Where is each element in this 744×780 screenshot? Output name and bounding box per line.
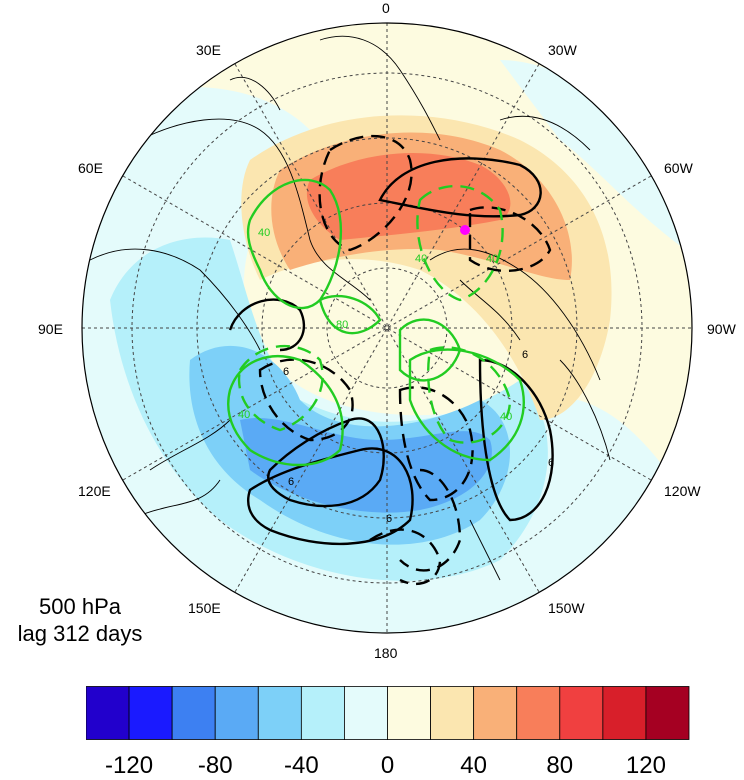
colorbar-tick-label: 120 bbox=[625, 752, 666, 779]
lon-label-120w: 120W bbox=[664, 483, 701, 499]
colorbar-swatch bbox=[559, 686, 604, 740]
green-solid-4 bbox=[227, 355, 344, 467]
colorbar-tick-label: -120 bbox=[105, 752, 154, 779]
green-solid-1 bbox=[246, 178, 343, 310]
colorbar-swatch bbox=[602, 686, 647, 740]
contour-label: 6 bbox=[283, 366, 289, 378]
colorbar-swatch bbox=[387, 686, 431, 740]
colorbar-tick-label: 40 bbox=[460, 752, 487, 779]
colorbar-swatch bbox=[430, 686, 475, 740]
lon-label-180: 180 bbox=[374, 645, 398, 661]
contour-solid-5 bbox=[478, 358, 554, 522]
lon-label-30w: 30W bbox=[548, 42, 577, 58]
green-dashed-3 bbox=[427, 346, 512, 444]
colorbar-swatch bbox=[171, 686, 216, 740]
contour-label: 6 bbox=[288, 476, 294, 488]
colorbar bbox=[86, 686, 690, 740]
green-contours bbox=[227, 178, 525, 467]
contour-dashed-1 bbox=[318, 134, 413, 252]
lag-label: lag 312 days bbox=[17, 621, 143, 646]
colorbar-tick-label: -40 bbox=[284, 752, 319, 779]
colorbar-swatch bbox=[300, 686, 345, 740]
shade-region-red-orange bbox=[306, 153, 511, 240]
contour-label: 6 bbox=[548, 457, 554, 469]
coastlines bbox=[89, 35, 611, 581]
contour-dashed-4 bbox=[398, 386, 474, 502]
green-solid-5 bbox=[408, 348, 525, 462]
shade-region-deep-blue bbox=[240, 417, 492, 513]
lon-label-120e: 120E bbox=[78, 483, 111, 499]
contour-label: 40 bbox=[258, 227, 270, 239]
colorbar-swatch bbox=[473, 686, 518, 740]
contour-label: 6 bbox=[386, 513, 392, 525]
lon-label-60w: 60W bbox=[664, 160, 693, 176]
lon-label-0: 0 bbox=[382, 0, 390, 16]
colorbar-swatch bbox=[257, 686, 302, 740]
shade-region-light-blue bbox=[82, 87, 692, 633]
green-solid-2 bbox=[318, 294, 382, 335]
map-boundary bbox=[81, 22, 693, 634]
graticule bbox=[82, 23, 692, 633]
colorbar-swatch bbox=[516, 686, 561, 740]
colorbar-swatch bbox=[344, 686, 388, 740]
contour-dashed-3 bbox=[258, 358, 354, 442]
contour-solid-1 bbox=[378, 157, 542, 218]
contour-dashed-6 bbox=[369, 528, 442, 586]
green-dashed-2 bbox=[237, 344, 324, 432]
colorbar-swatch bbox=[214, 686, 259, 740]
contour-solid-2 bbox=[228, 298, 306, 352]
contour-label: 40 bbox=[238, 409, 250, 421]
shaded-field bbox=[82, 23, 692, 633]
lon-label-150e: 150E bbox=[188, 600, 221, 616]
base-point-marker bbox=[460, 225, 470, 235]
colorbar-tick-label: 80 bbox=[546, 752, 574, 779]
contour-label: 40 bbox=[486, 253, 498, 265]
contour-label: 40 bbox=[415, 253, 427, 265]
colorbar-tick-label: 0 bbox=[380, 752, 395, 779]
colorbar-swatch bbox=[645, 686, 690, 740]
contour-labels: 6 6 6 6 6 40 40 40 80 40 40 bbox=[238, 227, 554, 525]
lon-label-150w: 150W bbox=[548, 600, 585, 616]
colorbar-swatch bbox=[128, 686, 173, 740]
green-dashed-1 bbox=[416, 184, 504, 302]
contour-label: 40 bbox=[500, 411, 512, 423]
shade-region-light-blue-2 bbox=[500, 60, 692, 260]
contour-label: 80 bbox=[336, 319, 348, 331]
contour-label: 6 bbox=[522, 349, 528, 361]
contour-solid-3 bbox=[267, 417, 385, 508]
lon-label-90e: 90E bbox=[38, 321, 63, 337]
lon-label-30e: 30E bbox=[196, 42, 221, 58]
lon-label-90w: 90W bbox=[707, 321, 736, 337]
pressure-level: 500 hPa bbox=[39, 594, 121, 619]
caption: 500 hPa lag 312 days bbox=[0, 593, 160, 647]
colorbar-tick-label: -80 bbox=[197, 752, 233, 779]
contour-dashed-5 bbox=[399, 468, 462, 572]
polar-map: 6 6 6 6 6 40 40 40 80 40 40 bbox=[81, 22, 693, 634]
lon-label-60e: 60E bbox=[78, 160, 103, 176]
colorbar-swatch bbox=[86, 686, 130, 740]
